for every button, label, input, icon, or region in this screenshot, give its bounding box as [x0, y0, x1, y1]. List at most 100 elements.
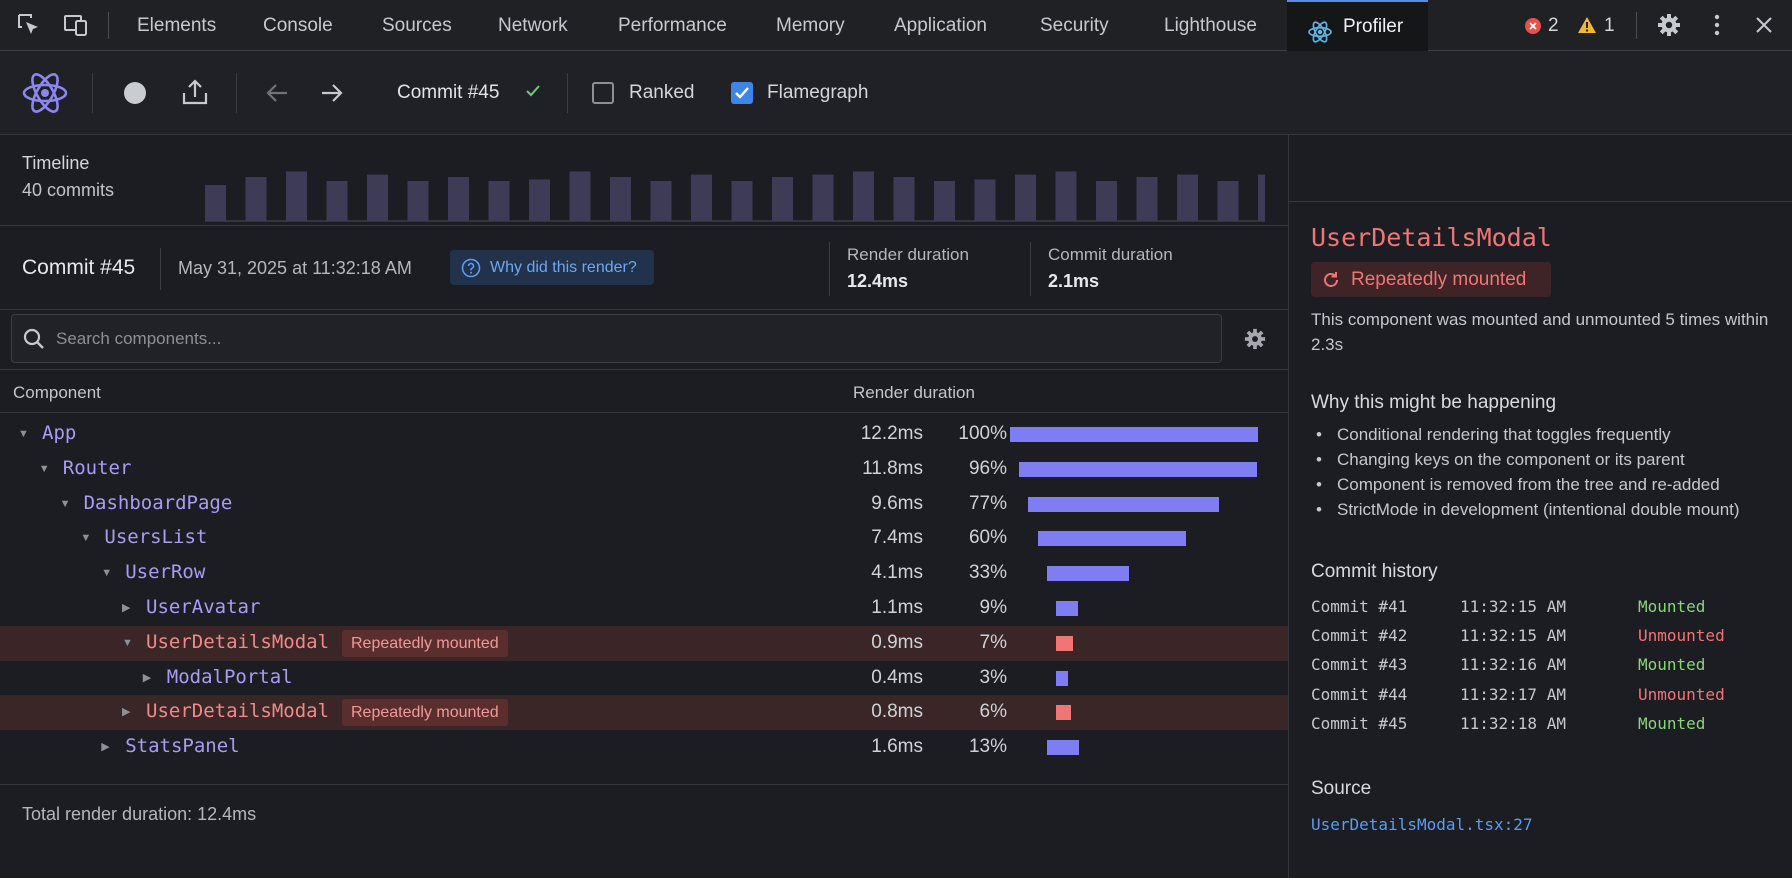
why-did-this-render-button[interactable]: Why did this render?: [450, 250, 654, 285]
column-header-render-duration[interactable]: Render duration: [853, 383, 975, 402]
table-row[interactable]: ▼ App 12.2ms 100%: [0, 417, 1288, 452]
collapse-caret-icon[interactable]: ▼: [38, 462, 50, 475]
timeline-commit-bar[interactable]: [812, 174, 834, 221]
timeline-commit-bar[interactable]: [286, 171, 307, 221]
ranked-label: Ranked: [629, 82, 695, 103]
timeline-commit-bar[interactable]: [691, 174, 712, 221]
tab-memory[interactable]: Memory: [776, 15, 845, 36]
render-duration: 0.8ms: [871, 701, 923, 723]
source-file-link[interactable]: UserDetailsModal.tsx:27: [1311, 815, 1533, 834]
timeline-commit-bar[interactable]: [1136, 177, 1158, 221]
tab-profiler[interactable]: Profiler: [1287, 0, 1428, 51]
timeline-commit-bar[interactable]: [731, 181, 753, 221]
tab-network[interactable]: Network: [498, 15, 568, 36]
flamegraph-checkbox[interactable]: [731, 82, 753, 104]
commit-selector-label[interactable]: Commit #45: [397, 82, 500, 103]
collapse-caret-icon[interactable]: ▼: [101, 567, 113, 580]
timeline-commit-bar[interactable]: [1055, 171, 1077, 221]
close-icon[interactable]: [1755, 16, 1773, 39]
settings-gear-icon[interactable]: [1657, 13, 1681, 42]
column-header-component[interactable]: Component: [13, 383, 101, 402]
warning-icon[interactable]: [1577, 16, 1597, 39]
timeline-bars[interactable]: [205, 145, 1792, 225]
timeline-commit-bar[interactable]: [853, 171, 874, 221]
error-count: 2: [1548, 15, 1559, 36]
timeline-commit-bar[interactable]: [1015, 174, 1036, 221]
timeline-commit-bar[interactable]: [1177, 174, 1198, 221]
tab-application[interactable]: Application: [894, 15, 987, 36]
tab-performance[interactable]: Performance: [618, 15, 727, 36]
commit-title: Commit #45: [22, 256, 136, 279]
record-button[interactable]: [123, 81, 147, 110]
expand-caret-icon[interactable]: ▶: [101, 741, 110, 754]
timeline-commit-bar[interactable]: [650, 181, 672, 221]
collapse-caret-icon[interactable]: ▼: [122, 636, 133, 649]
collapse-caret-icon[interactable]: ▼: [59, 497, 71, 510]
timeline-commit-bar[interactable]: [529, 179, 550, 221]
timeline-commit-bar[interactable]: [569, 171, 591, 221]
render-duration: 0.4ms: [871, 666, 923, 688]
timeline-commit-bar[interactable]: [367, 174, 388, 221]
device-toolbar-icon[interactable]: [63, 12, 89, 38]
table-row[interactable]: ▶ UserAvatar 1.1ms 9%: [0, 591, 1288, 626]
timeline-commit-bar[interactable]: [610, 177, 631, 221]
table-row[interactable]: ▼ UserDetailsModal Repeatedly mounted 0.9ms…: [0, 625, 1288, 661]
why-heading: Why this might be happening: [1311, 392, 1557, 413]
expand-caret-icon[interactable]: ▶: [122, 602, 131, 614]
timeline-commit-bar[interactable]: [893, 177, 915, 221]
next-commit-arrow-icon[interactable]: [320, 82, 344, 109]
tab-console[interactable]: Console: [263, 15, 333, 36]
timeline-commit-bar[interactable]: [326, 181, 348, 221]
table-row[interactable]: ▼ UserRow 4.1ms 33%: [0, 556, 1288, 591]
timeline-commit-bar[interactable]: [407, 181, 429, 221]
timeline-commit-bar[interactable]: [1096, 181, 1117, 221]
timeline-commit-bar[interactable]: [205, 185, 226, 221]
filter-settings-gear-icon[interactable]: [1244, 328, 1266, 355]
tab-security[interactable]: Security: [1040, 15, 1109, 36]
search-input[interactable]: [56, 315, 1206, 362]
tab-sources[interactable]: Sources: [382, 15, 452, 36]
search-row: [0, 310, 1288, 370]
expand-caret-icon[interactable]: ▶: [122, 706, 131, 719]
table-row[interactable]: ▶ ModalPortal 0.4ms 3%: [0, 661, 1288, 696]
table-row[interactable]: ▶ StatsPanel 1.6ms 13%: [0, 730, 1288, 765]
divider: [829, 242, 830, 296]
history-event: Mounted: [1638, 655, 1706, 675]
timeline-commit-bar[interactable]: [245, 177, 267, 221]
component-table: Component Render duration ▼ App 12.2ms 100%…: [0, 370, 1288, 786]
history-commit: Commit #45: [1311, 713, 1408, 733]
table-row[interactable]: ▼ UsersList 7.4ms 60%: [0, 521, 1288, 556]
timeline-commit-bar[interactable]: [1217, 181, 1239, 221]
export-icon[interactable]: [181, 78, 209, 111]
tab-profiler-label: Profiler: [1343, 16, 1404, 37]
render-duration-bar: [1056, 705, 1071, 721]
previous-commit-arrow-icon[interactable]: [265, 82, 289, 109]
react-logo-icon: [21, 70, 69, 121]
component-name: DashboardPage: [83, 491, 233, 514]
tab-lighthouse[interactable]: Lighthouse: [1164, 15, 1257, 36]
timeline-commit-bar[interactable]: [772, 177, 793, 221]
more-options-icon[interactable]: [1709, 13, 1725, 42]
divider: [92, 73, 93, 113]
table-row[interactable]: ▶ UserDetailsModal Repeatedly mounted 0.8ms…: [0, 695, 1288, 731]
divider: [1030, 242, 1031, 296]
tab-elements[interactable]: Elements: [137, 15, 217, 36]
render-duration: 7.4ms: [871, 527, 923, 549]
history-commit: Commit #41: [1311, 597, 1408, 616]
history-event: Mounted: [1638, 713, 1706, 733]
component-name: UserRow: [125, 561, 206, 584]
timeline-commit-bar[interactable]: [974, 179, 996, 221]
ranked-checkbox[interactable]: [592, 82, 614, 104]
error-icon[interactable]: [1524, 17, 1542, 40]
inspect-element-icon[interactable]: [16, 12, 42, 38]
table-row[interactable]: ▼ Router 11.8ms 96%: [0, 452, 1288, 487]
timeline-commit-bar[interactable]: [448, 177, 469, 221]
timeline-commit-bar[interactable]: [1258, 174, 1279, 221]
timeline-commit-bar[interactable]: [488, 181, 510, 221]
table-row[interactable]: ▼ DashboardPage 9.6ms 77%: [0, 487, 1288, 522]
collapse-caret-icon[interactable]: ▼: [18, 428, 29, 440]
collapse-caret-icon[interactable]: ▼: [80, 532, 92, 545]
expand-caret-icon[interactable]: ▶: [142, 671, 152, 684]
render-percent: 6%: [979, 701, 1007, 723]
timeline-commit-bar[interactable]: [934, 181, 955, 221]
